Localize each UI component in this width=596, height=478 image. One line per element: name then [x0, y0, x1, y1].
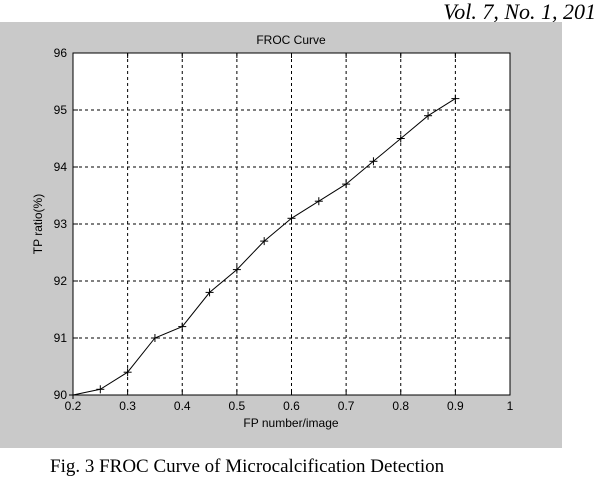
y-tick-label: 93 [54, 217, 68, 231]
data-point-marker [232, 265, 241, 274]
data-point-marker [396, 134, 405, 143]
y-tick-label: 92 [54, 274, 68, 288]
data-point-marker [123, 368, 132, 377]
figure-panel: 0.2 0.3 0.4 0.5 0.6 0.7 0.8 0.9 1 90 91 92 93 94 95 96… [0, 22, 562, 448]
y-axis-label: TP ratio(%) [31, 194, 45, 254]
x-tick-label: 0.6 [283, 399, 300, 413]
x-tick-label: 0.8 [392, 399, 409, 413]
y-tick-labels: 90 91 92 93 94 95 96 [54, 46, 68, 402]
data-point-marker [178, 322, 187, 331]
data-point-marker [424, 111, 433, 120]
x-tick-label: 0.5 [229, 399, 246, 413]
data-point-marker [96, 385, 105, 394]
chart-title: FROC Curve [256, 33, 326, 47]
data-point-marker [205, 288, 214, 297]
y-tick-label: 91 [54, 331, 68, 345]
data-point-marker [342, 180, 351, 189]
data-point-marker [451, 94, 460, 103]
x-axis-label: FP number/image [243, 416, 338, 430]
x-tick-label: 0.9 [447, 399, 464, 413]
y-tick-label: 95 [54, 103, 68, 117]
y-tick-label: 96 [54, 46, 68, 60]
data-point-marker [260, 237, 269, 246]
x-tick-label: 0.3 [119, 399, 136, 413]
data-point-marker [314, 197, 323, 206]
froc-chart: 0.2 0.3 0.4 0.5 0.6 0.7 0.8 0.9 1 90 91 92 93 94 95 96… [31, 33, 514, 430]
plot-frame [72, 52, 511, 396]
figure-caption: Fig. 3 FROC Curve of Microcalcification … [50, 456, 445, 477]
x-tick-label: 0.4 [174, 399, 191, 413]
y-tick-label: 94 [54, 160, 68, 174]
x-tick-labels: 0.2 0.3 0.4 0.5 0.6 0.7 0.8 0.9 1 [65, 399, 514, 413]
journal-reference: Vol. 7, No. 1, 201 [443, 0, 596, 24]
grid-lines [73, 53, 510, 395]
y-tick-label: 90 [54, 388, 68, 402]
data-point-marker [150, 334, 159, 342]
data-point-marker [287, 214, 296, 223]
x-tick-label: 1 [507, 399, 514, 413]
x-tick-label: 0.2 [65, 399, 82, 413]
data-point-marker [369, 157, 378, 166]
x-tick-label: 0.7 [338, 399, 355, 413]
